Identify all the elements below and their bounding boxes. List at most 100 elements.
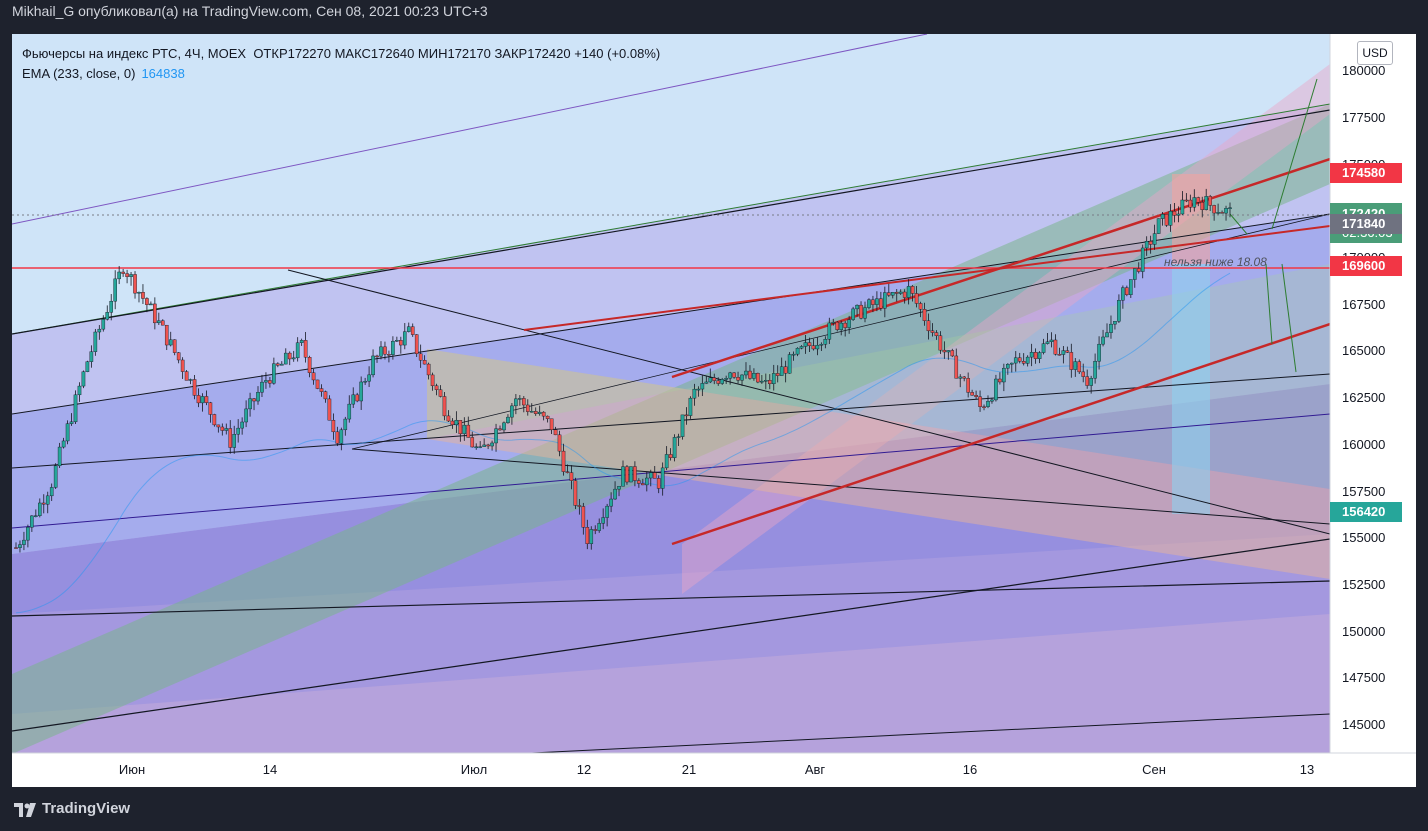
fill-blue-rect [1172,264,1210,514]
candle-body [1125,287,1129,295]
candle-body [1176,213,1181,216]
candle-body [438,389,443,397]
candle-body [287,352,292,360]
candle-body [478,446,482,448]
candle-body [779,366,784,376]
candle-body [1192,197,1197,208]
candle-body [597,523,601,531]
candle-body [633,466,637,481]
candle-body [1029,352,1034,358]
candle-body [1156,218,1161,234]
candle-body [204,396,209,403]
candle-body [533,411,538,414]
candle-body [137,292,141,294]
candle-body [1117,300,1121,322]
candle-body [994,378,998,401]
candle-body [641,483,645,486]
time-tick-label: 14 [262,762,278,777]
candle-body [402,331,407,346]
candle-body [696,388,701,391]
currency-button[interactable]: USD [1357,41,1393,65]
candle-body [1200,202,1205,210]
candle-body [367,374,371,382]
candle-body [125,273,129,277]
chart-area[interactable]: Фьючерсы на индекс РТС, 4Ч, MOEX ОТКР172… [12,34,1416,787]
candle-body [228,428,233,448]
candle-body [589,529,594,544]
candle-body [795,347,800,355]
candle-body [529,411,534,413]
price-tick-label: 165000 [1342,343,1386,359]
candle-body [930,330,935,333]
candle-body [871,299,875,305]
price-axis[interactable] [1330,34,1416,753]
candle-body [843,322,847,328]
candle-body [470,437,475,448]
ohlc-values: ОТКР172270 МАКС172640 МИН172170 ЗАКР1724… [253,46,661,61]
candle-body [1065,350,1070,353]
time-tick-label: 16 [962,762,978,777]
candle-body [1216,212,1220,214]
candle-body [970,392,974,396]
candle-body [621,466,625,487]
candle-body [1097,343,1101,362]
time-tick-label: Июл [460,762,488,777]
candle-body [426,363,431,376]
candle-body [764,380,768,382]
chart-canvas[interactable] [12,34,1416,787]
candle-body [787,354,792,374]
ema-value: 164838 [141,66,185,81]
candle-body [474,446,479,449]
candle-body [557,434,562,452]
tradingview-logo-icon[interactable] [14,803,38,817]
instrument-name: Фьючерсы на индекс РТС, 4Ч, MOEX [22,46,247,61]
footer: TradingView [0,787,1428,831]
candle-body [188,379,193,381]
candle-body [1049,339,1054,343]
candle-body [740,374,744,381]
candle-body [811,345,816,350]
candle-body [434,385,439,390]
candle-body [1113,321,1117,325]
annotation-text[interactable]: нельзя ниже 18.08 [1164,255,1267,269]
candle-body [1017,357,1022,362]
candle-body [14,547,18,549]
candle-body [684,414,689,417]
candle-body [525,404,530,412]
candle-body [922,309,927,321]
candle-body [446,415,451,422]
candle-body [176,352,181,361]
candle-body [327,398,332,421]
brand-name[interactable]: TradingView [42,800,131,817]
candle-body [260,381,264,393]
candle-body [875,298,879,305]
candle-body [883,292,887,309]
candle-body [506,416,510,424]
candle-body [855,304,859,310]
ema-line-legend[interactable]: EMA (233, close, 0) 164838 [22,64,660,84]
candle-body [85,361,90,372]
candle-body [637,480,641,484]
fill-green-box [427,264,1330,489]
candle-body [585,527,590,544]
candle-body [109,300,114,313]
price-tick-label: 147500 [1342,670,1386,686]
candle-body [648,472,653,479]
candle-body [1013,357,1018,364]
candle-body [660,467,665,489]
candle-body [680,414,685,437]
candle-body [545,415,550,419]
candle-body [863,307,867,319]
candle-body [164,324,169,346]
candle-body [962,376,966,379]
candle-body [232,434,237,448]
candle-body [145,298,149,305]
candle-body [898,291,903,294]
candles [14,188,1232,553]
candle-body [303,340,308,358]
candle-body [224,428,229,431]
candle-body [97,328,102,333]
candle-body [355,394,359,402]
candle-body [672,437,677,458]
candle-body [38,502,42,516]
